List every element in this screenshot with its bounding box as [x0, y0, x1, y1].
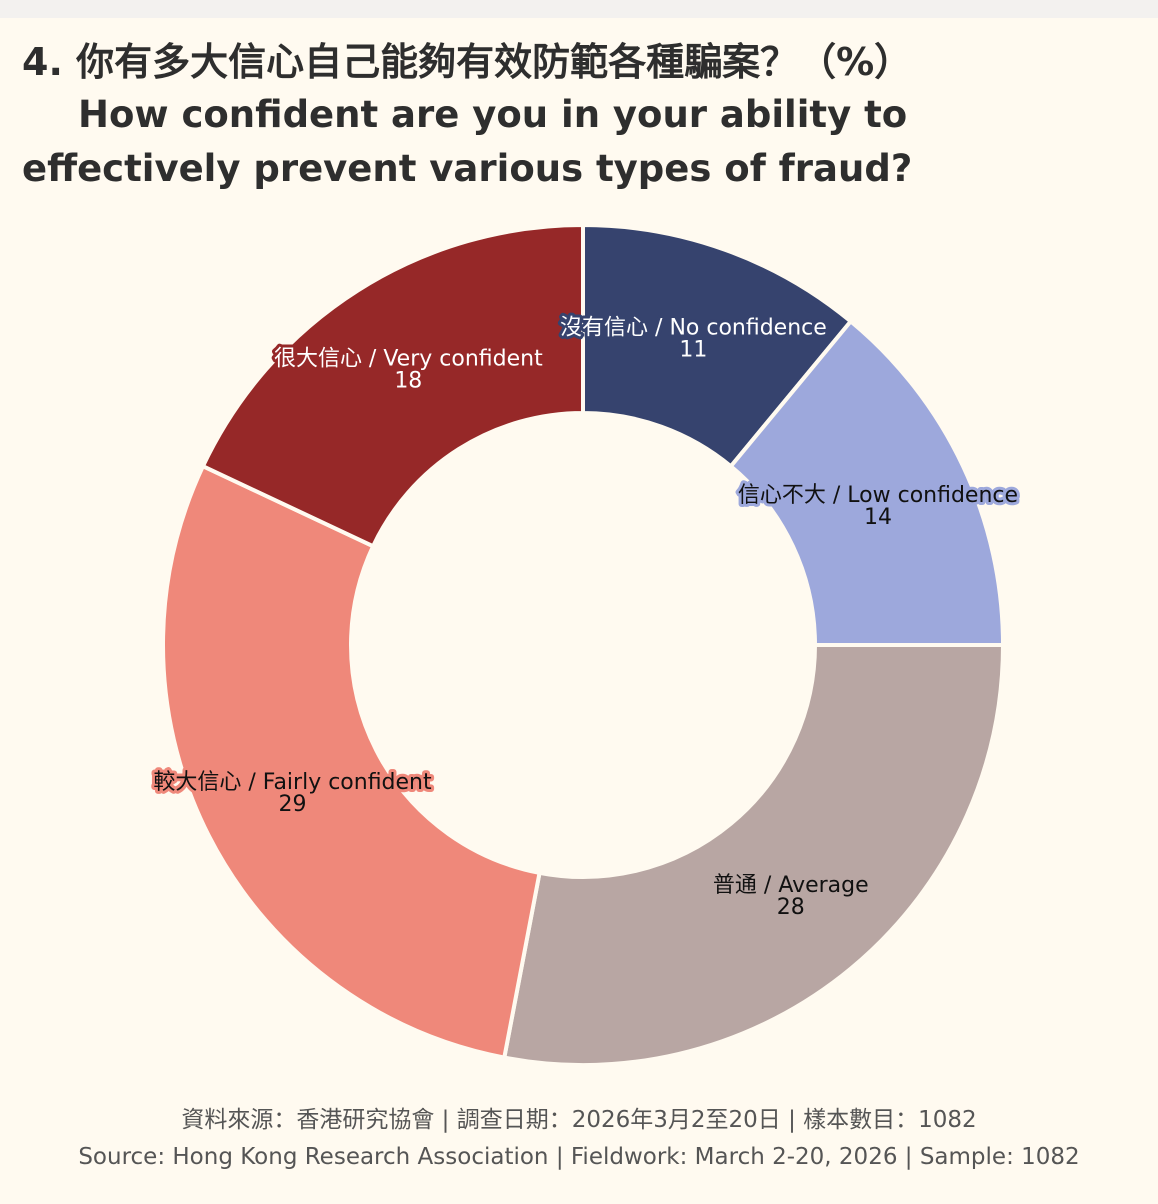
footer: 資料來源：香港研究協會 | 調查日期：2026年3月2至20日 | 樣本數目：1…: [0, 1102, 1158, 1176]
slice-label-name: 沒有信心 / No confidence: [560, 315, 827, 340]
source-note-zh: 資料來源：香港研究協會 | 調查日期：2026年3月2至20日 | 樣本數目：1…: [181, 1107, 977, 1133]
data-label-fairly-confident: 較大信心 / Fairly confident 29: [153, 770, 432, 817]
data-label-average: 普通 / Average 28: [713, 873, 869, 920]
slice-label-name: 信心不大 / Low confidence: [738, 483, 1018, 508]
slice-label-value: 14: [864, 505, 892, 530]
data-label-no-confidence: 沒有信心 / No confidence 11: [560, 315, 827, 362]
top-band: [0, 0, 1158, 18]
slice-average: [502, 643, 1005, 1067]
donut-slices: [161, 223, 1005, 1067]
slice-label-value: 11: [679, 337, 707, 362]
slice-low-confidence: [728, 319, 1005, 647]
slice-label-name: 很大信心 / Very confident: [274, 347, 543, 372]
chart-title-en: How confident are you in your ability to…: [22, 93, 913, 190]
slice-label-value: 18: [394, 369, 422, 394]
slice-label-name: 普通 / Average: [713, 873, 869, 898]
slice-fairly-confident: [161, 464, 542, 1060]
slice-label-value: 28: [777, 895, 805, 920]
donut-labels: 沒有信心 / No confidence 11 信心不大 / Low confide…: [150, 312, 1021, 923]
data-label-low-confidence: 信心不大 / Low confidence 14: [738, 483, 1018, 530]
chart-title-zh: 4. 你有多大信心自己能夠有效防範各種騙案？（%）: [22, 40, 913, 84]
chart-title: 4. 你有多大信心自己能夠有效防範各種騙案？（%） How confident …: [22, 36, 1132, 196]
slice-very-confident: [200, 223, 585, 549]
data-label-very-confident: 很大信心 / Very confident 18: [274, 347, 543, 394]
slice-label-name: 較大信心 / Fairly confident: [153, 770, 432, 795]
source-note-en: Source: Hong Kong Research Association |…: [78, 1144, 1080, 1170]
slice-label-value: 29: [279, 792, 307, 817]
